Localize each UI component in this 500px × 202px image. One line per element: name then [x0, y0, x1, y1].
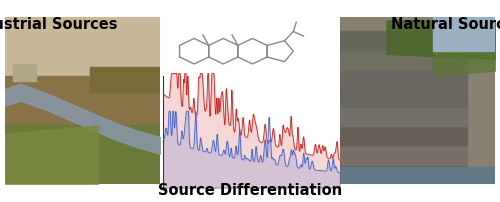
Bar [5, 76, 160, 184]
Bar [340, 127, 467, 146]
Bar [340, 51, 467, 69]
Bar [13, 65, 36, 81]
Bar [5, 18, 160, 81]
Bar [340, 108, 467, 127]
Bar [433, 18, 495, 51]
Bar [340, 32, 467, 50]
Text: Natural Sources: Natural Sources [391, 17, 500, 32]
Bar [340, 167, 495, 184]
Bar [340, 89, 467, 108]
Bar [340, 166, 467, 184]
Bar [90, 68, 160, 93]
Bar [340, 147, 467, 165]
Text: Industrial Sources: Industrial Sources [0, 17, 118, 32]
Bar [340, 70, 467, 88]
Bar [5, 126, 160, 184]
Text: Source Differentiation: Source Differentiation [158, 182, 342, 197]
